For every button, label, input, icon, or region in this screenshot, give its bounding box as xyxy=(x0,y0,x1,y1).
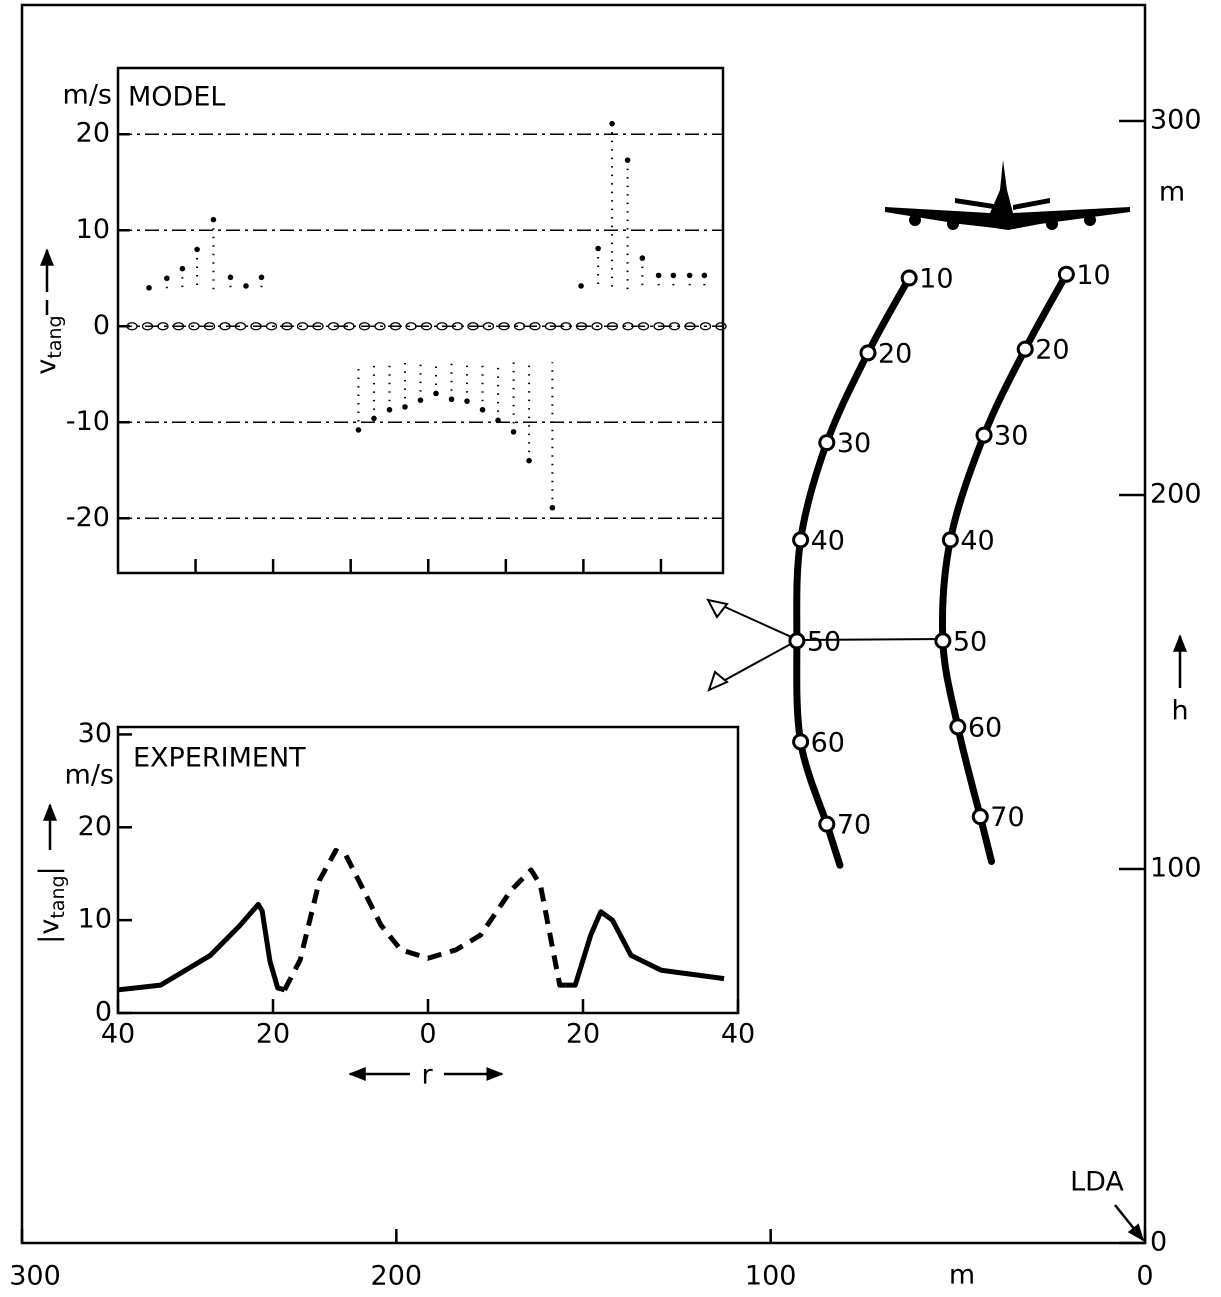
y-axis-label-post: | xyxy=(34,866,65,875)
x-tick-label: 40 xyxy=(101,1019,135,1050)
x-tick-label: 100 xyxy=(745,1261,797,1292)
vortex-position xyxy=(790,634,804,648)
vortex-position xyxy=(973,810,987,824)
time-label: 70 xyxy=(990,802,1024,833)
y-tick-label: 300 xyxy=(1150,104,1202,135)
velocity-point xyxy=(671,273,677,279)
velocity-point xyxy=(640,255,646,261)
x-tick-label: 300 xyxy=(9,1261,61,1292)
velocity-point xyxy=(387,407,393,413)
vortex-position xyxy=(1018,342,1032,356)
time-label: 20 xyxy=(878,338,912,369)
velocity-point xyxy=(480,407,486,413)
y-axis-label-sub: tang xyxy=(44,315,66,358)
airplane xyxy=(885,160,1130,230)
velocity-point xyxy=(228,274,234,280)
time-label: 30 xyxy=(837,428,871,459)
panel-title: EXPERIMENT xyxy=(133,743,306,774)
vortex-position xyxy=(820,817,834,831)
time-label: 20 xyxy=(1035,335,1069,366)
time-label: 50 xyxy=(953,626,987,657)
y-axis-unit: m/s xyxy=(63,80,112,111)
x-axis-unit: m xyxy=(949,1260,975,1291)
velocity-point xyxy=(609,121,615,127)
velocity-point xyxy=(259,274,265,280)
velocity-point xyxy=(433,391,439,397)
x-tick-label: 20 xyxy=(566,1019,600,1050)
y-tick-label: -10 xyxy=(66,406,110,437)
velocity-point xyxy=(146,285,152,291)
y-tick-label: 20 xyxy=(76,118,110,149)
vortex-position xyxy=(861,346,875,360)
velocity-point xyxy=(371,416,377,422)
y-tick-label: 0 xyxy=(93,310,110,341)
y-tick-label: 200 xyxy=(1150,478,1202,509)
panel-title: MODEL xyxy=(128,82,225,113)
x-tick-label: 200 xyxy=(371,1261,423,1292)
vortex-position xyxy=(936,634,950,648)
vortex-position xyxy=(794,735,808,749)
velocity-point xyxy=(656,273,662,279)
velocity-point xyxy=(526,458,532,464)
velocity-point xyxy=(495,418,501,424)
y-tick-label: 10 xyxy=(78,904,112,935)
vortex-position xyxy=(951,720,965,734)
time-label: 30 xyxy=(994,421,1028,452)
velocity-point xyxy=(625,157,631,163)
panel-frame xyxy=(118,68,723,573)
y-axis-unit: m xyxy=(1159,177,1185,208)
velocity-point xyxy=(595,246,601,252)
y-axis-label-sub: tang xyxy=(47,875,69,918)
y-tick-label: 20 xyxy=(78,811,112,842)
y-axis-label: h xyxy=(1171,696,1188,727)
velocity-point xyxy=(578,283,584,289)
y-tick-label: 10 xyxy=(76,214,110,245)
y-tick-label: 100 xyxy=(1150,852,1202,883)
x-tick-label: 0 xyxy=(1136,1261,1153,1292)
y-tick-label: 30 xyxy=(78,718,112,749)
vortex-position xyxy=(794,533,808,547)
y-axis-unit: m/s xyxy=(65,760,114,791)
time-label: 60 xyxy=(968,712,1002,743)
vortex-position xyxy=(902,271,916,285)
velocity-point xyxy=(550,505,556,511)
velocity-point xyxy=(702,273,708,279)
x-tick-label: 0 xyxy=(419,1019,436,1050)
velocity-point xyxy=(194,247,200,253)
time-label: 40 xyxy=(811,525,845,556)
y-tick-label: -20 xyxy=(66,502,110,533)
vortex-position xyxy=(977,428,991,442)
time-label: 50 xyxy=(807,626,841,657)
y-axis-label-main: v xyxy=(31,359,62,375)
y-tick-label: 0 xyxy=(1150,1227,1167,1258)
figure: 30020010000100200300mmhLDA10203040506070… xyxy=(0,0,1221,1297)
velocity-point xyxy=(418,397,424,403)
y-axis-label: vtang xyxy=(31,315,66,374)
velocity-point xyxy=(211,217,217,223)
x-tick-label: 40 xyxy=(721,1019,755,1050)
time-label: 40 xyxy=(960,525,994,556)
x-tick-label: 20 xyxy=(256,1019,290,1050)
time-label: 70 xyxy=(837,810,871,841)
y-axis-label-pre: |v xyxy=(34,919,65,944)
velocity-point xyxy=(402,404,408,410)
x-axis-label: r xyxy=(421,1060,433,1091)
velocity-point xyxy=(243,283,249,289)
vortex-position xyxy=(1059,267,1073,281)
annotation: LDA xyxy=(1070,1167,1124,1198)
time-label: 10 xyxy=(919,264,953,295)
velocity-point xyxy=(356,427,362,433)
velocity-point xyxy=(687,273,693,279)
vortex-position xyxy=(943,533,957,547)
y-axis-label: |vtang| xyxy=(34,866,69,943)
velocity-point xyxy=(511,429,517,435)
time-label: 10 xyxy=(1076,260,1110,291)
velocity-point xyxy=(164,275,170,281)
vortex-position xyxy=(820,436,834,450)
velocity-point xyxy=(464,398,470,404)
velocity-point xyxy=(180,266,186,272)
time-label: 60 xyxy=(811,727,845,758)
velocity-point xyxy=(449,396,455,402)
page: {"chart_data": [ {"type": "trajectory", … xyxy=(0,0,1221,1297)
